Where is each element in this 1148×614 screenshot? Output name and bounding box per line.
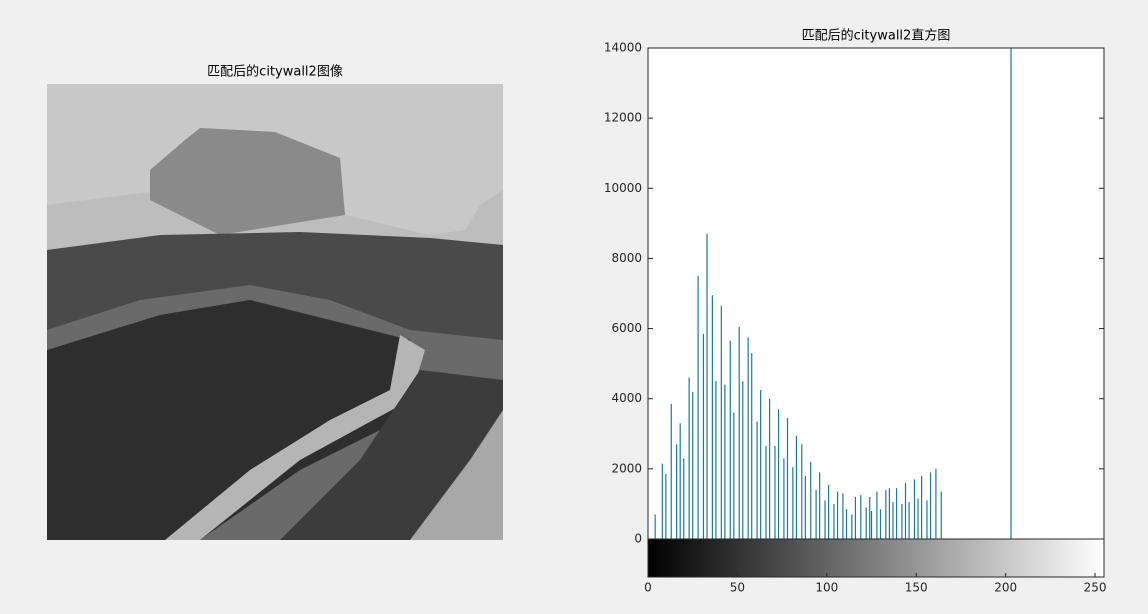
x-tick-label: 200	[994, 581, 1017, 595]
y-tick-label: 6000	[611, 321, 642, 335]
x-tick-label: 100	[815, 581, 838, 595]
y-tick-label: 2000	[611, 461, 642, 475]
x-tick-label: 250	[1084, 581, 1107, 595]
chart-title: 匹配后的citywall2直方图	[802, 28, 951, 44]
image-title: 匹配后的citywall2图像	[207, 64, 343, 80]
axes	[648, 48, 1104, 539]
y-tick-label: 12000	[604, 111, 642, 125]
colorbar	[647, 538, 1105, 578]
stems	[654, 48, 1012, 539]
y-tick-label: 14000	[604, 41, 642, 55]
image	[47, 84, 503, 540]
y-tick-label: 10000	[604, 181, 642, 195]
x-tick-label: 150	[905, 581, 928, 595]
y-tick-label: 4000	[611, 391, 642, 405]
y-tick-label: 0	[634, 532, 642, 546]
y-tick-label: 8000	[611, 251, 642, 265]
x-tick-label: 0	[644, 581, 652, 595]
x-tick-label: 50	[730, 581, 745, 595]
